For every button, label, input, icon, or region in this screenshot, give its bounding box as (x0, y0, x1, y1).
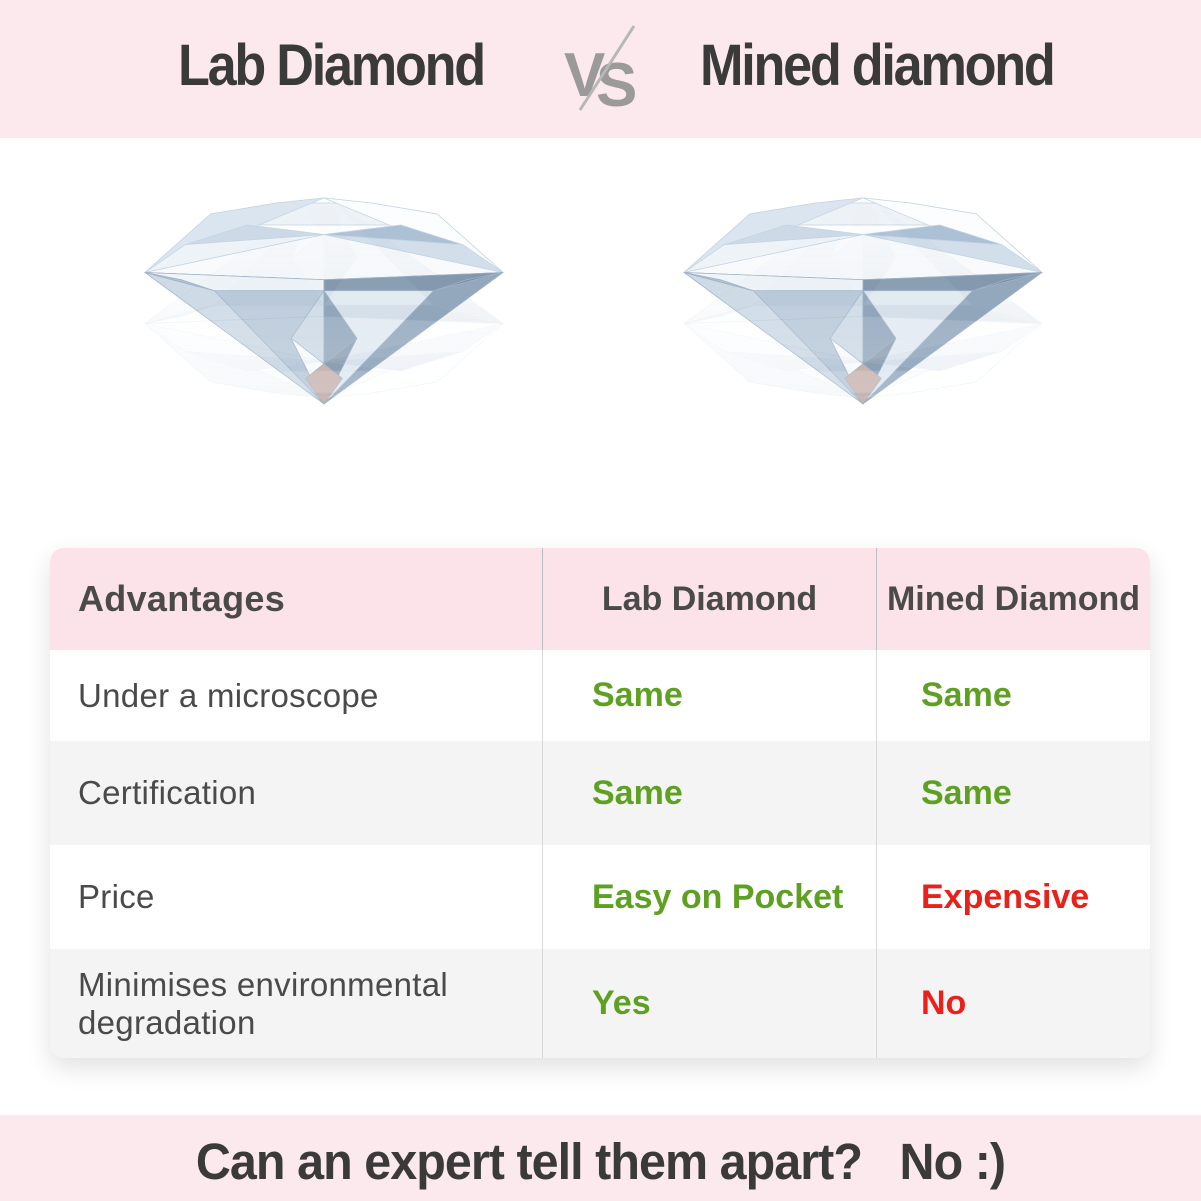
svg-text:S: S (596, 51, 637, 118)
